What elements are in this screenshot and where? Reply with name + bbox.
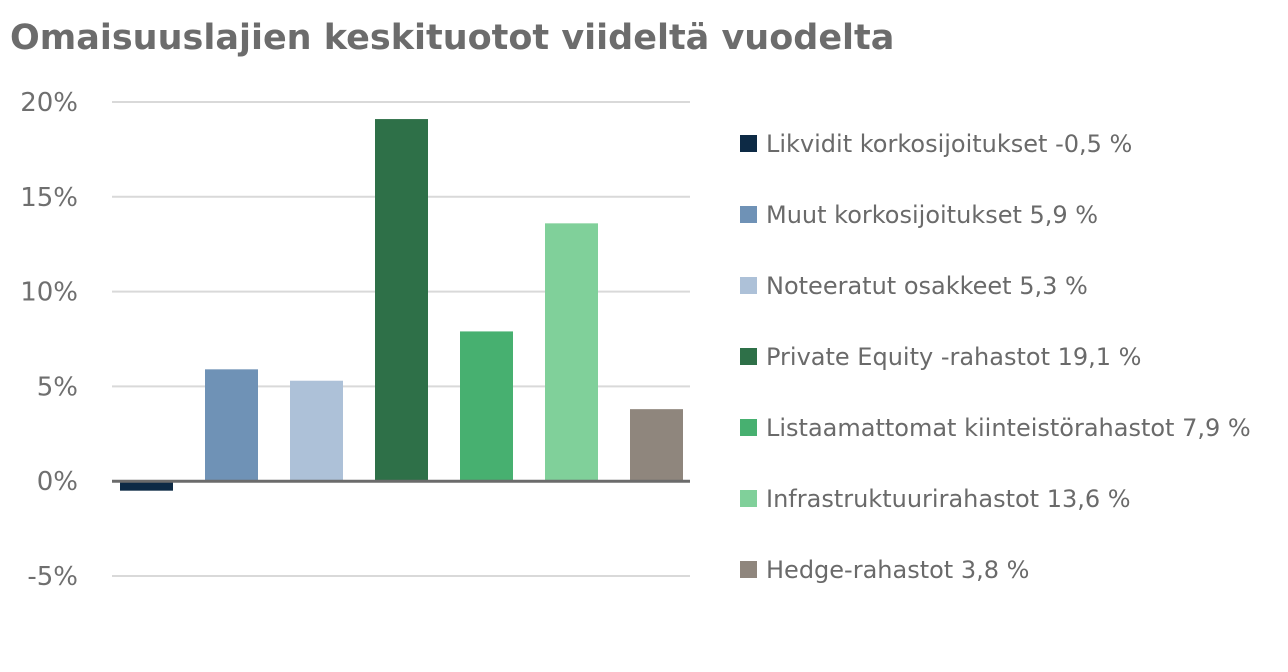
legend-item: Hedge-rahastot 3,8 % bbox=[740, 534, 1285, 605]
legend-label: Noteeratut osakkeet 5,3 % bbox=[766, 271, 1088, 300]
legend-item: Muut korkosijoitukset 5,9 % bbox=[740, 179, 1285, 250]
legend-item: Private Equity -rahastot 19,1 % bbox=[740, 321, 1285, 392]
legend-swatch bbox=[740, 561, 757, 578]
y-tick-label: 20% bbox=[20, 88, 78, 118]
bars bbox=[120, 119, 683, 491]
bar-5 bbox=[460, 331, 513, 482]
legend-label: Likvidit korkosijoitukset -0,5 % bbox=[766, 129, 1133, 158]
bar-2 bbox=[205, 369, 258, 482]
y-tick-label: 0% bbox=[37, 467, 78, 497]
y-tick-label: 5% bbox=[37, 372, 78, 402]
y-tick-label: -5% bbox=[27, 562, 78, 592]
legend-item: Noteeratut osakkeet 5,3 % bbox=[740, 250, 1285, 321]
legend-label: Infrastruktuurirahastot 13,6 % bbox=[766, 484, 1131, 513]
legend-item: Likvidit korkosijoitukset -0,5 % bbox=[740, 108, 1285, 179]
y-tick-label: 10% bbox=[20, 278, 78, 308]
legend-swatch bbox=[740, 419, 757, 436]
chart-title: Omaisuuslajien keskituotot viideltä vuod… bbox=[10, 18, 895, 58]
bar-6 bbox=[545, 223, 598, 482]
legend-swatch bbox=[740, 277, 757, 294]
legend-label: Hedge-rahastot 3,8 % bbox=[766, 555, 1030, 584]
bar-4 bbox=[375, 119, 428, 482]
legend-swatch bbox=[740, 206, 757, 223]
legend: Likvidit korkosijoitukset -0,5 % Muut kor… bbox=[740, 108, 1285, 605]
bar-1 bbox=[120, 481, 173, 491]
legend-label: Private Equity -rahastot 19,1 % bbox=[766, 342, 1142, 371]
legend-item: Infrastruktuurirahastot 13,6 % bbox=[740, 463, 1285, 534]
legend-swatch bbox=[740, 135, 757, 152]
legend-label: Muut korkosijoitukset 5,9 % bbox=[766, 200, 1099, 229]
legend-swatch bbox=[740, 348, 757, 365]
legend-item: Listaamattomat kiinteistörahastot 7,9 % bbox=[740, 392, 1285, 463]
y-axis-tick-labels: 20% 15% 10% 5% 0% -5% bbox=[20, 88, 78, 592]
bar-7 bbox=[630, 409, 683, 482]
legend-label: Listaamattomat kiinteistörahastot 7,9 % bbox=[766, 413, 1251, 442]
y-tick-label: 15% bbox=[20, 183, 78, 213]
bar-3 bbox=[290, 380, 343, 482]
legend-swatch bbox=[740, 490, 757, 507]
bar-chart-plot: 20% 15% 10% 5% 0% -5% bbox=[20, 88, 690, 592]
